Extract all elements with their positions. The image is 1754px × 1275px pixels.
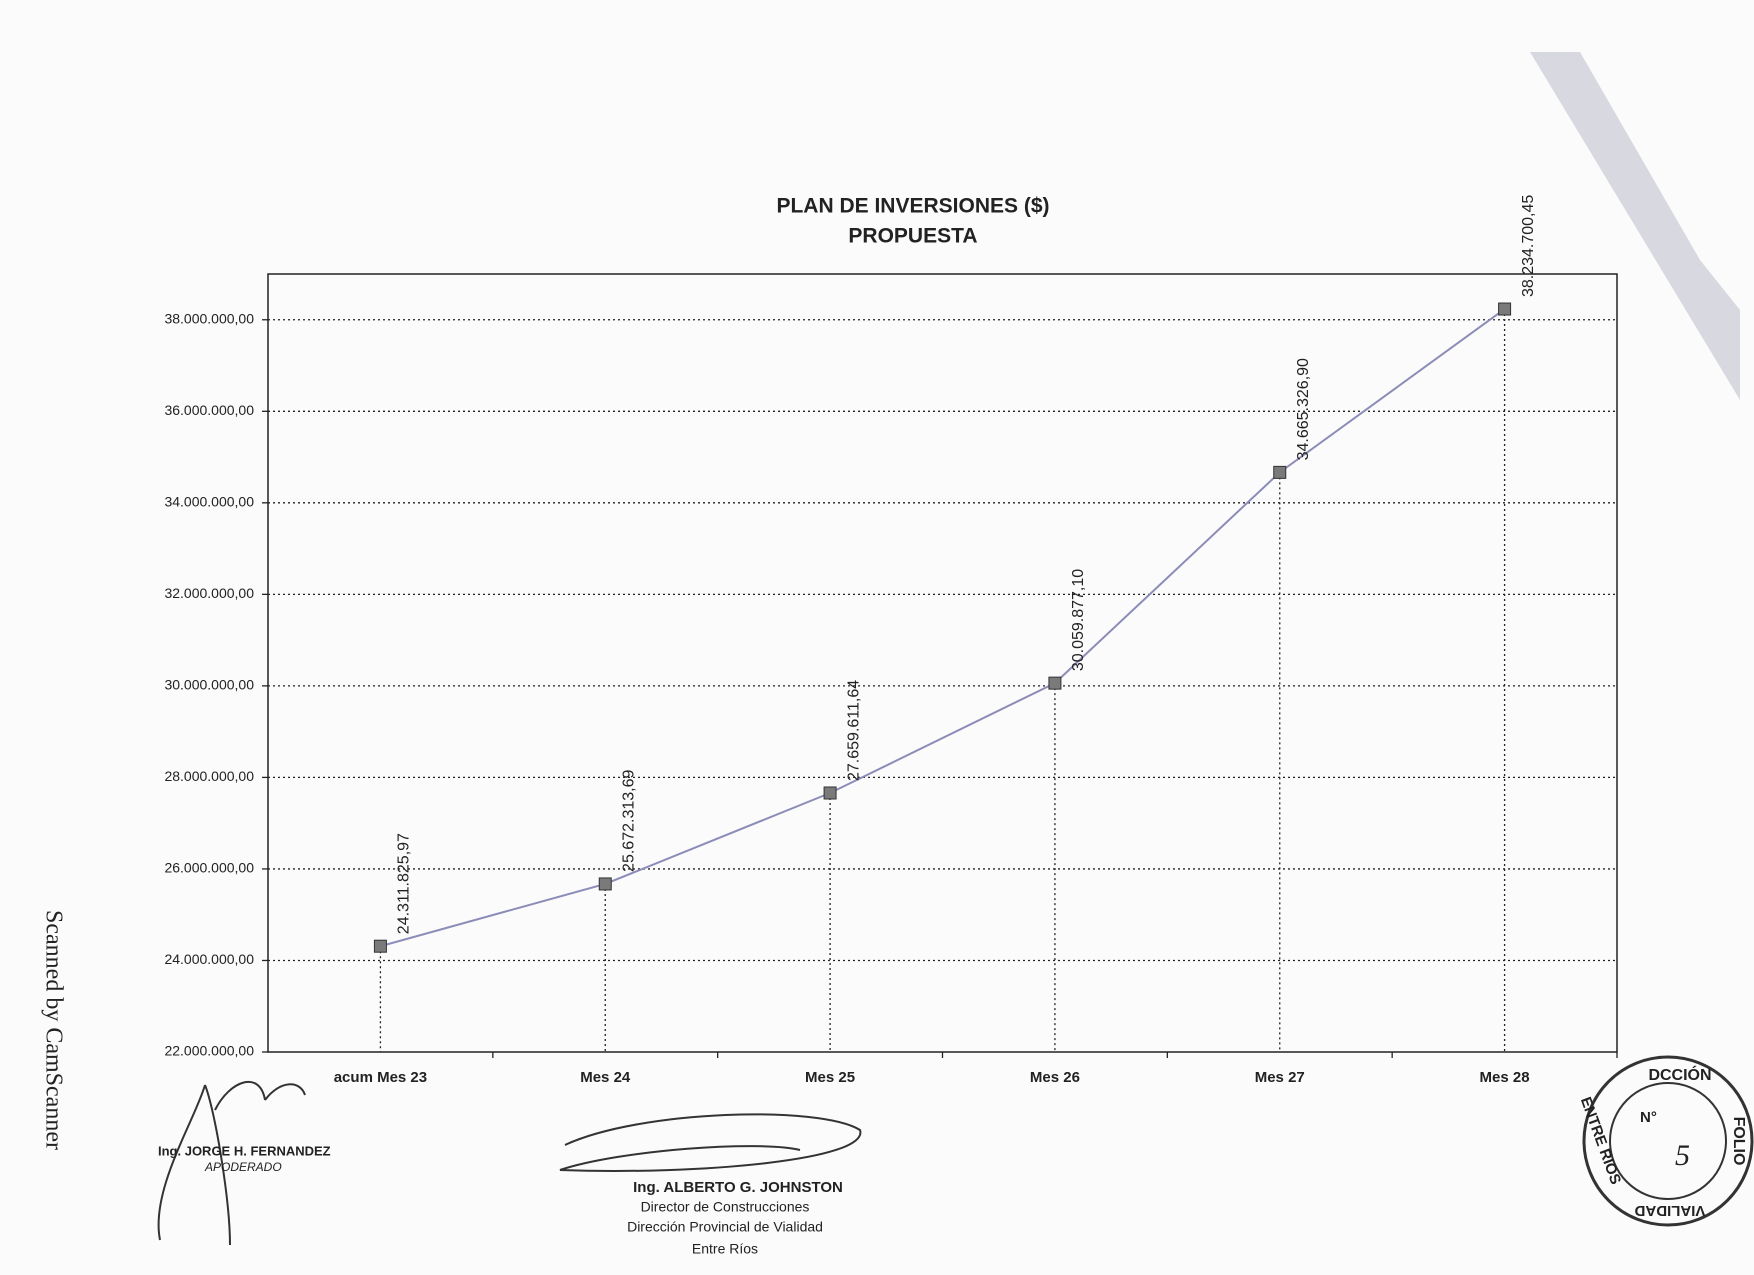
data-label: 24.311.825,97	[396, 833, 413, 934]
y-tick-label: 28.000.000,00	[164, 768, 254, 784]
marker	[598, 877, 612, 891]
signature-name: Ing. JORGE H. FERNANDEZ	[158, 1143, 331, 1158]
x-tick-label: Mes 25	[805, 1069, 855, 1086]
data-label: 25.672.313,69	[620, 770, 637, 872]
stamp-text: VIALIDAD	[1634, 1202, 1705, 1219]
x-tick-label: Mes 27	[1255, 1069, 1305, 1086]
signature-name: Ing. ALBERTO G. JOHNSTON	[633, 1179, 843, 1196]
stamp-number: 5	[1675, 1139, 1690, 1172]
y-tick-label: 26.000.000,00	[164, 860, 254, 876]
x-tick-label: Mes 26	[1030, 1069, 1080, 1086]
signature-line: Entre Ríos	[692, 1241, 758, 1257]
marker	[823, 786, 837, 800]
signature-line: Director de Construcciones	[641, 1199, 810, 1215]
signature-line: Dirección Provincial de Vialidad	[627, 1219, 823, 1235]
signature-role: APODERADO	[204, 1160, 282, 1174]
y-tick-label: 38.000.000,00	[164, 310, 254, 326]
x-tick-label: Mes 28	[1480, 1069, 1530, 1086]
y-tick-label: 22.000.000,00	[164, 1043, 254, 1059]
x-tick-label: Mes 24	[580, 1069, 631, 1086]
signature-scribble	[157, 1080, 306, 1246]
stamp-text: FOLIO	[1730, 1117, 1747, 1166]
scan-shadow	[1530, 52, 1740, 400]
series-line	[380, 308, 1506, 948]
marker	[1273, 465, 1287, 479]
watermark: Scanned by CamScanner	[40, 910, 66, 1150]
plot: 22.000.000,00 24.000.000,00 26.000.000,00 2…	[164, 195, 1618, 1086]
marker	[373, 939, 387, 953]
data-label: 34.665.326,90	[1295, 358, 1312, 460]
stamp-text: N°	[1640, 1109, 1657, 1126]
y-tick-label: 30.000.000,00	[164, 677, 254, 693]
data-label: 27.659.611,64	[845, 680, 862, 781]
y-tick-label: 34.000.000,00	[164, 494, 254, 510]
data-label: 38.234.700,45	[1520, 195, 1537, 297]
marker	[1048, 676, 1062, 690]
x-tick-label: acum Mes 23	[334, 1069, 427, 1086]
y-tick-label: 32.000.000,00	[164, 585, 254, 601]
y-tick-label: 24.000.000,00	[164, 951, 254, 967]
chart-title: PLAN DE INVERSIONES ($)	[776, 195, 1049, 218]
chart-subtitle: PROPUESTA	[848, 225, 977, 248]
stamp-text: DCCIÓN	[1648, 1065, 1711, 1084]
stamp-outer	[1582, 1055, 1754, 1227]
stamp-inner	[1609, 1082, 1727, 1200]
signature-scribble	[559, 1113, 862, 1172]
data-label: 30.059.877,10	[1070, 569, 1087, 671]
marker	[1498, 302, 1512, 316]
y-tick-label: 36.000.000,00	[164, 402, 254, 418]
